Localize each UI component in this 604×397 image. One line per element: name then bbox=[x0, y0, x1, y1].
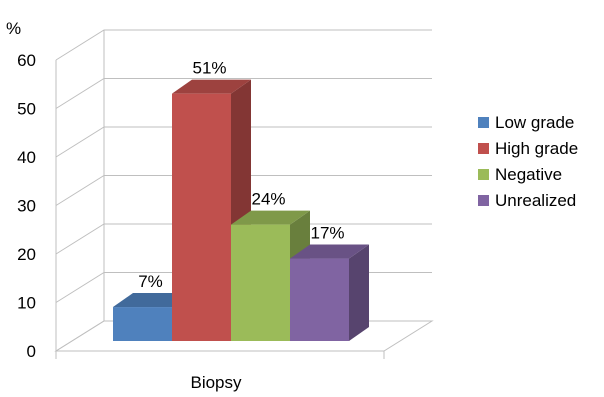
bar-data-label: 51% bbox=[192, 59, 226, 78]
bar-unrealized bbox=[290, 244, 369, 341]
data-labels: 7% 51% 24% 17% bbox=[138, 59, 344, 291]
bar-top-face bbox=[172, 79, 251, 94]
y-axis-unit-label: % bbox=[6, 19, 21, 38]
legend-label: High grade bbox=[495, 139, 578, 158]
legend: Low grade High grade Negative Unrealized bbox=[478, 113, 578, 210]
bar-top-face bbox=[290, 244, 369, 259]
legend-item: Unrealized bbox=[478, 191, 576, 210]
bar-front-face bbox=[113, 307, 172, 341]
bar-front-face bbox=[231, 224, 290, 341]
bar-front-face bbox=[290, 258, 349, 341]
legend-swatch bbox=[478, 143, 489, 154]
gridline bbox=[55, 29, 432, 61]
legend-label: Negative bbox=[495, 165, 562, 184]
y-tick-label: 30 bbox=[17, 197, 36, 216]
legend-item: High grade bbox=[478, 139, 578, 158]
axes: 0 10 20 30 40 50 60 bbox=[17, 30, 434, 361]
bar-data-label: 7% bbox=[138, 272, 163, 291]
y-tick-label: 40 bbox=[17, 148, 36, 167]
bar-data-label: 24% bbox=[251, 190, 285, 209]
y-tick-label: 0 bbox=[27, 342, 36, 361]
legend-item: Negative bbox=[478, 165, 562, 184]
bar-top-face bbox=[231, 210, 310, 225]
legend-label: Unrealized bbox=[495, 191, 576, 210]
legend-item: Low grade bbox=[478, 113, 574, 132]
legend-swatch bbox=[478, 169, 489, 180]
legend-label: Low grade bbox=[495, 113, 574, 132]
bar-front-face bbox=[172, 93, 231, 342]
bar-side-face bbox=[349, 244, 369, 341]
x-axis-category-label: Biopsy bbox=[190, 373, 242, 392]
y-tick-label: 10 bbox=[17, 294, 36, 313]
y-tick-label: 50 bbox=[17, 100, 36, 119]
legend-swatch bbox=[478, 117, 489, 128]
bar-data-label: 17% bbox=[310, 224, 344, 243]
bars bbox=[113, 79, 369, 342]
floor-plane bbox=[54, 320, 434, 352]
legend-swatch bbox=[478, 195, 489, 206]
y-tick-label: 60 bbox=[17, 51, 36, 70]
y-tick-label: 20 bbox=[17, 245, 36, 264]
